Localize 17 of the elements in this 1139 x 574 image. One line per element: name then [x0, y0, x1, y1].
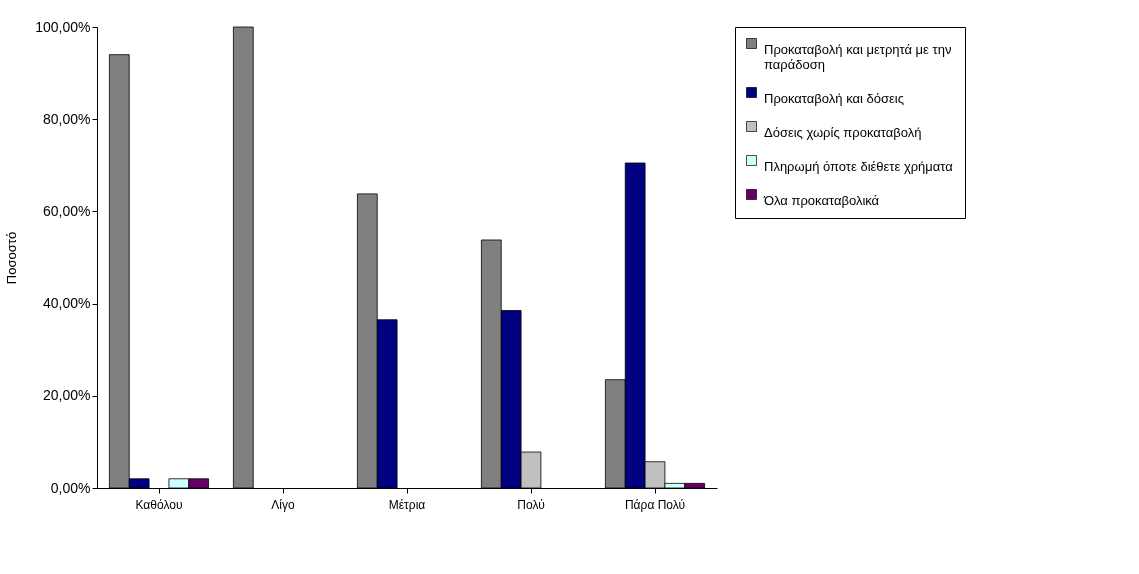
x-tick-label: Μέτρια — [388, 497, 426, 512]
x-tick-label: Πάρα Πολύ — [624, 497, 686, 512]
y-tick-label: 40,00% — [43, 295, 91, 312]
y-tick-label: 100,00% — [35, 18, 91, 35]
legend-label: Πληρωμή όποτε διέθετε χρήματα — [764, 158, 954, 174]
y-tick-label: 60,00% — [43, 202, 91, 219]
legend-label: Όλα προκαταβολικά — [763, 192, 880, 208]
y-tick-label: 0,00% — [50, 479, 91, 496]
legend-label: Προκαταβολή και μετρητά με την παράδοση — [764, 41, 952, 72]
x-tick-label: Πολύ — [517, 497, 545, 512]
x-tick-label: Λίγο — [271, 497, 295, 512]
y-tick-label: 80,00% — [43, 110, 91, 127]
legend-label: Προκαταβολή και δόσεις — [764, 90, 904, 106]
legend-label: Δόσεις χωρίς προκαταβολή — [764, 124, 922, 140]
y-tick-label: 20,00% — [43, 387, 91, 404]
x-tick-label: Καθόλου — [135, 497, 183, 512]
y-axis-title: Ποσοστό — [4, 231, 20, 285]
